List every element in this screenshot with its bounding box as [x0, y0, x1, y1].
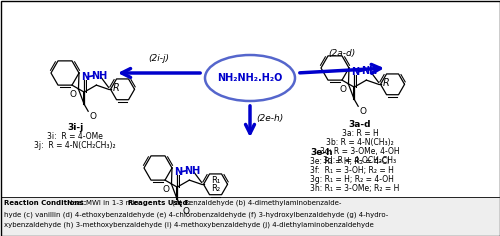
Text: R: R: [383, 78, 390, 88]
Ellipse shape: [205, 55, 295, 101]
Text: NH₂NH₂.H₂O: NH₂NH₂.H₂O: [218, 73, 282, 83]
Text: (a) Benzaldehyde (b) 4-dimethylaminobenzalde-: (a) Benzaldehyde (b) 4-dimethylaminobenz…: [170, 200, 342, 206]
Text: 3c: R = 3-OMe, 4-OH: 3c: R = 3-OMe, 4-OH: [320, 147, 400, 156]
Text: N: N: [81, 72, 89, 82]
Text: 3g: R₁ = H; R₂ = 4-OH: 3g: R₁ = H; R₂ = 4-OH: [310, 175, 394, 184]
Text: Neat MWI in 1-3 min.: Neat MWI in 1-3 min.: [65, 200, 144, 206]
Text: (2i-j): (2i-j): [148, 54, 170, 63]
Text: 3j:  R = 4-N(CH₂CH₃)₂: 3j: R = 4-N(CH₂CH₃)₂: [34, 141, 116, 150]
Text: Reaction Conditions:: Reaction Conditions:: [4, 200, 86, 206]
Text: 3a-d: 3a-d: [349, 120, 371, 129]
Text: 3f:  R₁ = 3-OH; R₂ = H: 3f: R₁ = 3-OH; R₂ = H: [310, 166, 394, 175]
Text: 3e-h: 3e-h: [310, 148, 332, 157]
Text: hyde (c) vanillin (d) 4-ethoxybenzaldehyde (e) 4-chlorobenzaldehyde (f) 3-hydrox: hyde (c) vanillin (d) 4-ethoxybenzaldehy…: [4, 211, 388, 218]
Text: R₂: R₂: [212, 184, 220, 193]
Text: O: O: [359, 107, 366, 116]
Text: NH: NH: [361, 66, 378, 76]
Text: O: O: [340, 85, 346, 94]
Text: xybenzaldehyde (h) 3-methoxybenzaldehyde (i) 4-methoxybenzaldehyde (j) 4-diethyl: xybenzaldehyde (h) 3-methoxybenzaldehyde…: [4, 222, 374, 228]
Text: R: R: [113, 83, 120, 93]
Text: 3d: R = 4-OCH₂CH₃: 3d: R = 4-OCH₂CH₃: [324, 156, 396, 165]
Text: 3e: R₁ = H; R₂ = 4-Cl: 3e: R₁ = H; R₂ = 4-Cl: [310, 157, 389, 166]
Text: O: O: [162, 185, 170, 194]
Text: Reagents Used:: Reagents Used:: [128, 200, 190, 206]
Text: (2e-h): (2e-h): [256, 114, 283, 122]
Text: N: N: [174, 167, 182, 177]
Text: (2a-d): (2a-d): [328, 49, 355, 58]
Text: NH: NH: [91, 71, 108, 81]
Text: NH: NH: [184, 166, 200, 176]
Text: 3h: R₁ = 3-OMe; R₂ = H: 3h: R₁ = 3-OMe; R₂ = H: [310, 184, 400, 193]
Text: R₁: R₁: [212, 176, 221, 185]
Text: N: N: [351, 67, 359, 77]
Text: 3b: R = 4-N(CH₃)₂: 3b: R = 4-N(CH₃)₂: [326, 138, 394, 147]
Text: 3i:  R = 4-OMe: 3i: R = 4-OMe: [47, 132, 103, 141]
Text: O: O: [182, 207, 189, 216]
Bar: [1, 197, 499, 235]
Text: O: O: [70, 90, 76, 99]
Text: O: O: [89, 112, 96, 121]
Text: 3i-j: 3i-j: [67, 123, 83, 132]
Text: 3a: R = H: 3a: R = H: [342, 129, 378, 138]
